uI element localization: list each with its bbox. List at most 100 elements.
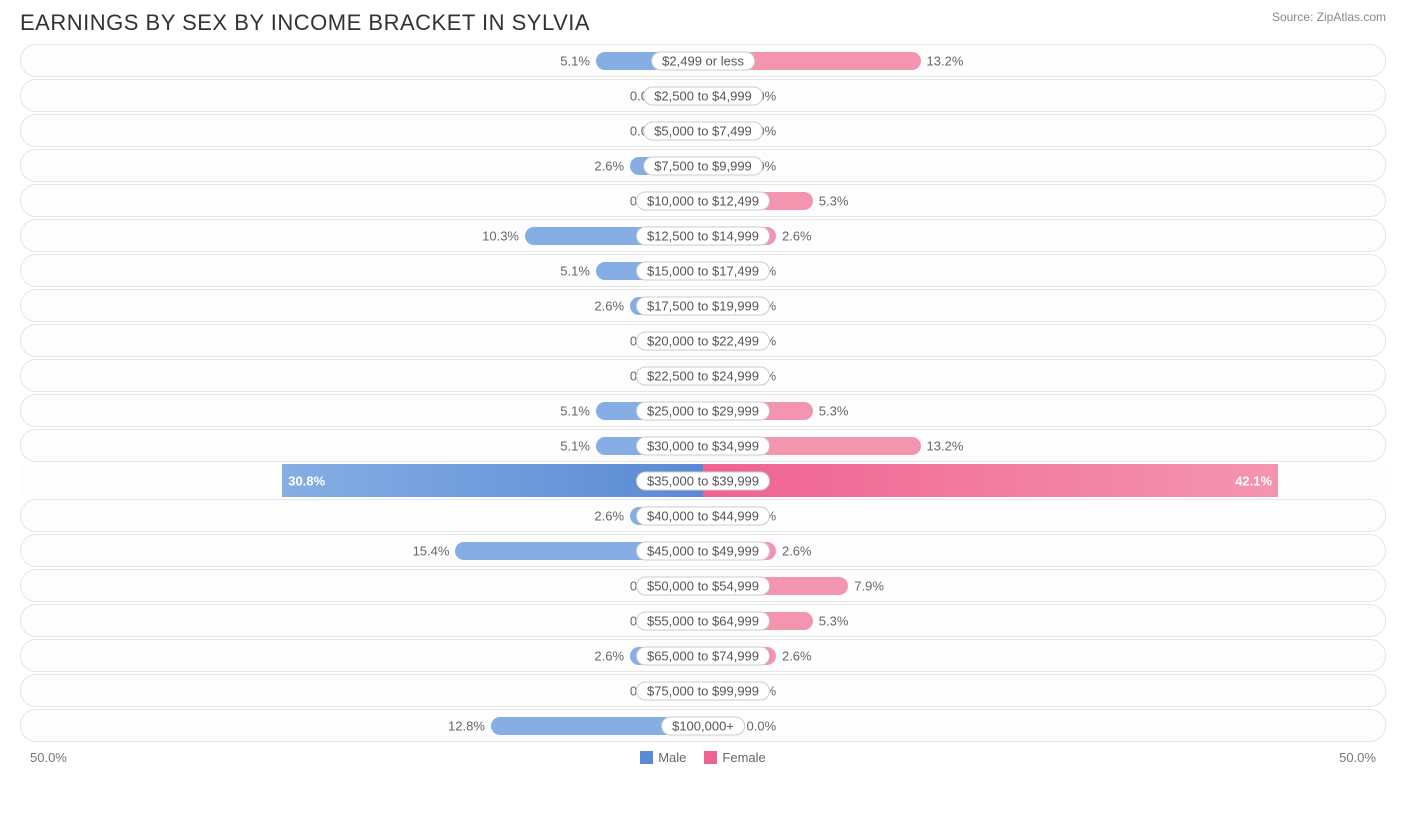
male-value-label: 2.6%	[594, 508, 630, 523]
bracket-label: $30,000 to $34,999	[636, 436, 770, 455]
chart-title: EARNINGS BY SEX BY INCOME BRACKET IN SYL…	[20, 10, 590, 36]
chart-row: 2.6% 0.0%$40,000 to $44,999	[20, 499, 1386, 532]
bracket-label: $100,000+	[661, 716, 745, 735]
female-half: 0.0%	[703, 115, 1385, 146]
male-value-label: 5.1%	[560, 53, 596, 68]
female-value-label: 42.1%	[1235, 473, 1272, 488]
male-half: 0.0%	[21, 675, 703, 706]
female-half: 5.3%	[703, 605, 1385, 636]
bracket-label: $50,000 to $54,999	[636, 576, 770, 595]
female-half: 0.0%	[703, 80, 1385, 111]
bracket-label: $2,500 to $4,999	[643, 86, 763, 105]
male-half: 12.8%	[21, 710, 703, 741]
male-half: 5.1%	[21, 395, 703, 426]
chart-row: 0.0%0.0%$22,500 to $24,999	[20, 359, 1386, 392]
chart-row: 5.1% 13.2% $30,000 to $34,999	[20, 429, 1386, 462]
bracket-label: $55,000 to $64,999	[636, 611, 770, 630]
bracket-label: $7,500 to $9,999	[643, 156, 763, 175]
bracket-label: $2,499 or less	[651, 51, 755, 70]
male-half: 15.4%	[21, 535, 703, 566]
legend-female: Female	[704, 750, 765, 765]
chart-row: 30.8%42.1%$35,000 to $39,999	[20, 464, 1386, 497]
axis-left-max: 50.0%	[30, 750, 67, 765]
chart-row: 0.0%0.0%$5,000 to $7,499	[20, 114, 1386, 147]
bracket-label: $25,000 to $29,999	[636, 401, 770, 420]
female-half: 0.0%	[703, 710, 1385, 741]
female-half: 0.0%	[703, 290, 1385, 321]
male-half: 0.0%	[21, 360, 703, 391]
male-half: 0.0%	[21, 325, 703, 356]
male-half: 5.1%	[21, 255, 703, 286]
male-half: 30.8%	[20, 464, 703, 497]
male-value-label: 5.1%	[560, 438, 596, 453]
chart-row: 2.6% 0.0%$17,500 to $19,999	[20, 289, 1386, 322]
male-value-label: 5.1%	[560, 403, 596, 418]
chart-row: 10.3% 2.6% $12,500 to $14,999	[20, 219, 1386, 252]
bracket-label: $10,000 to $12,499	[636, 191, 770, 210]
female-value-label: 13.2%	[921, 438, 964, 453]
bracket-label: $45,000 to $49,999	[636, 541, 770, 560]
female-half: 13.2%	[703, 45, 1385, 76]
female-half: 2.6%	[703, 640, 1385, 671]
male-value-label: 2.6%	[594, 158, 630, 173]
chart-row: 12.8% 0.0%$100,000+	[20, 709, 1386, 742]
chart-row: 0.0%5.3%$55,000 to $64,999	[20, 604, 1386, 637]
chart-row: 5.1%0.0%$15,000 to $17,499	[20, 254, 1386, 287]
female-half: 0.0%	[703, 360, 1385, 391]
female-bar: 42.1%	[703, 464, 1278, 497]
male-half: 0.0%	[21, 115, 703, 146]
chart-header: EARNINGS BY SEX BY INCOME BRACKET IN SYL…	[0, 0, 1406, 44]
chart-row: 5.1% 5.3% $25,000 to $29,999	[20, 394, 1386, 427]
male-half: 5.1%	[21, 45, 703, 76]
female-half: 2.6%	[703, 535, 1385, 566]
female-half: 0.0%	[703, 150, 1385, 181]
male-half: 5.1%	[21, 430, 703, 461]
legend-male-label: Male	[658, 750, 686, 765]
female-value-label: 13.2%	[921, 53, 964, 68]
legend-female-label: Female	[722, 750, 765, 765]
chart-row: 0.0% 5.3% $10,000 to $12,499	[20, 184, 1386, 217]
legend-male: Male	[640, 750, 686, 765]
chart-source: Source: ZipAtlas.com	[1272, 10, 1386, 24]
bracket-label: $40,000 to $44,999	[636, 506, 770, 525]
female-value-label: 5.3%	[813, 403, 849, 418]
male-half: 2.6%	[21, 640, 703, 671]
male-value-label: 30.8%	[288, 473, 325, 488]
bracket-label: $12,500 to $14,999	[636, 226, 770, 245]
chart-row: 0.0%0.0%$75,000 to $99,999	[20, 674, 1386, 707]
chart-footer: 50.0% Male Female 50.0%	[0, 744, 1406, 765]
chart-row: 0.0%0.0%$2,500 to $4,999	[20, 79, 1386, 112]
male-half: 2.6%	[21, 150, 703, 181]
bracket-label: $20,000 to $22,499	[636, 331, 770, 350]
female-half: 0.0%	[703, 500, 1385, 531]
chart-row: 15.4%2.6%$45,000 to $49,999	[20, 534, 1386, 567]
female-half: 2.6%	[703, 220, 1385, 251]
male-value-label: 5.1%	[560, 263, 596, 278]
male-swatch-icon	[640, 751, 653, 764]
female-half: 0.0%	[703, 325, 1385, 356]
bracket-label: $5,000 to $7,499	[643, 121, 763, 140]
chart-row: 2.6% 0.0%$7,500 to $9,999	[20, 149, 1386, 182]
male-value-label: 2.6%	[594, 298, 630, 313]
male-value-label: 10.3%	[482, 228, 525, 243]
male-half: 0.0%	[21, 185, 703, 216]
axis-right-max: 50.0%	[1339, 750, 1376, 765]
female-value-label: 5.3%	[813, 193, 849, 208]
female-value-label: 2.6%	[776, 228, 812, 243]
female-value-label: 5.3%	[813, 613, 849, 628]
bracket-label: $65,000 to $74,999	[636, 646, 770, 665]
female-half: 42.1%	[703, 464, 1386, 497]
legend: Male Female	[640, 750, 766, 765]
female-swatch-icon	[704, 751, 717, 764]
female-value-label: 0.0%	[741, 718, 777, 733]
male-half: 0.0%	[21, 80, 703, 111]
female-half: 5.3%	[703, 395, 1385, 426]
female-value-label: 2.6%	[776, 648, 812, 663]
male-half: 2.6%	[21, 290, 703, 321]
female-half: 13.2%	[703, 430, 1385, 461]
male-half: 10.3%	[21, 220, 703, 251]
male-value-label: 2.6%	[594, 648, 630, 663]
bracket-label: $17,500 to $19,999	[636, 296, 770, 315]
female-half: 7.9%	[703, 570, 1385, 601]
male-half: 0.0%	[21, 570, 703, 601]
